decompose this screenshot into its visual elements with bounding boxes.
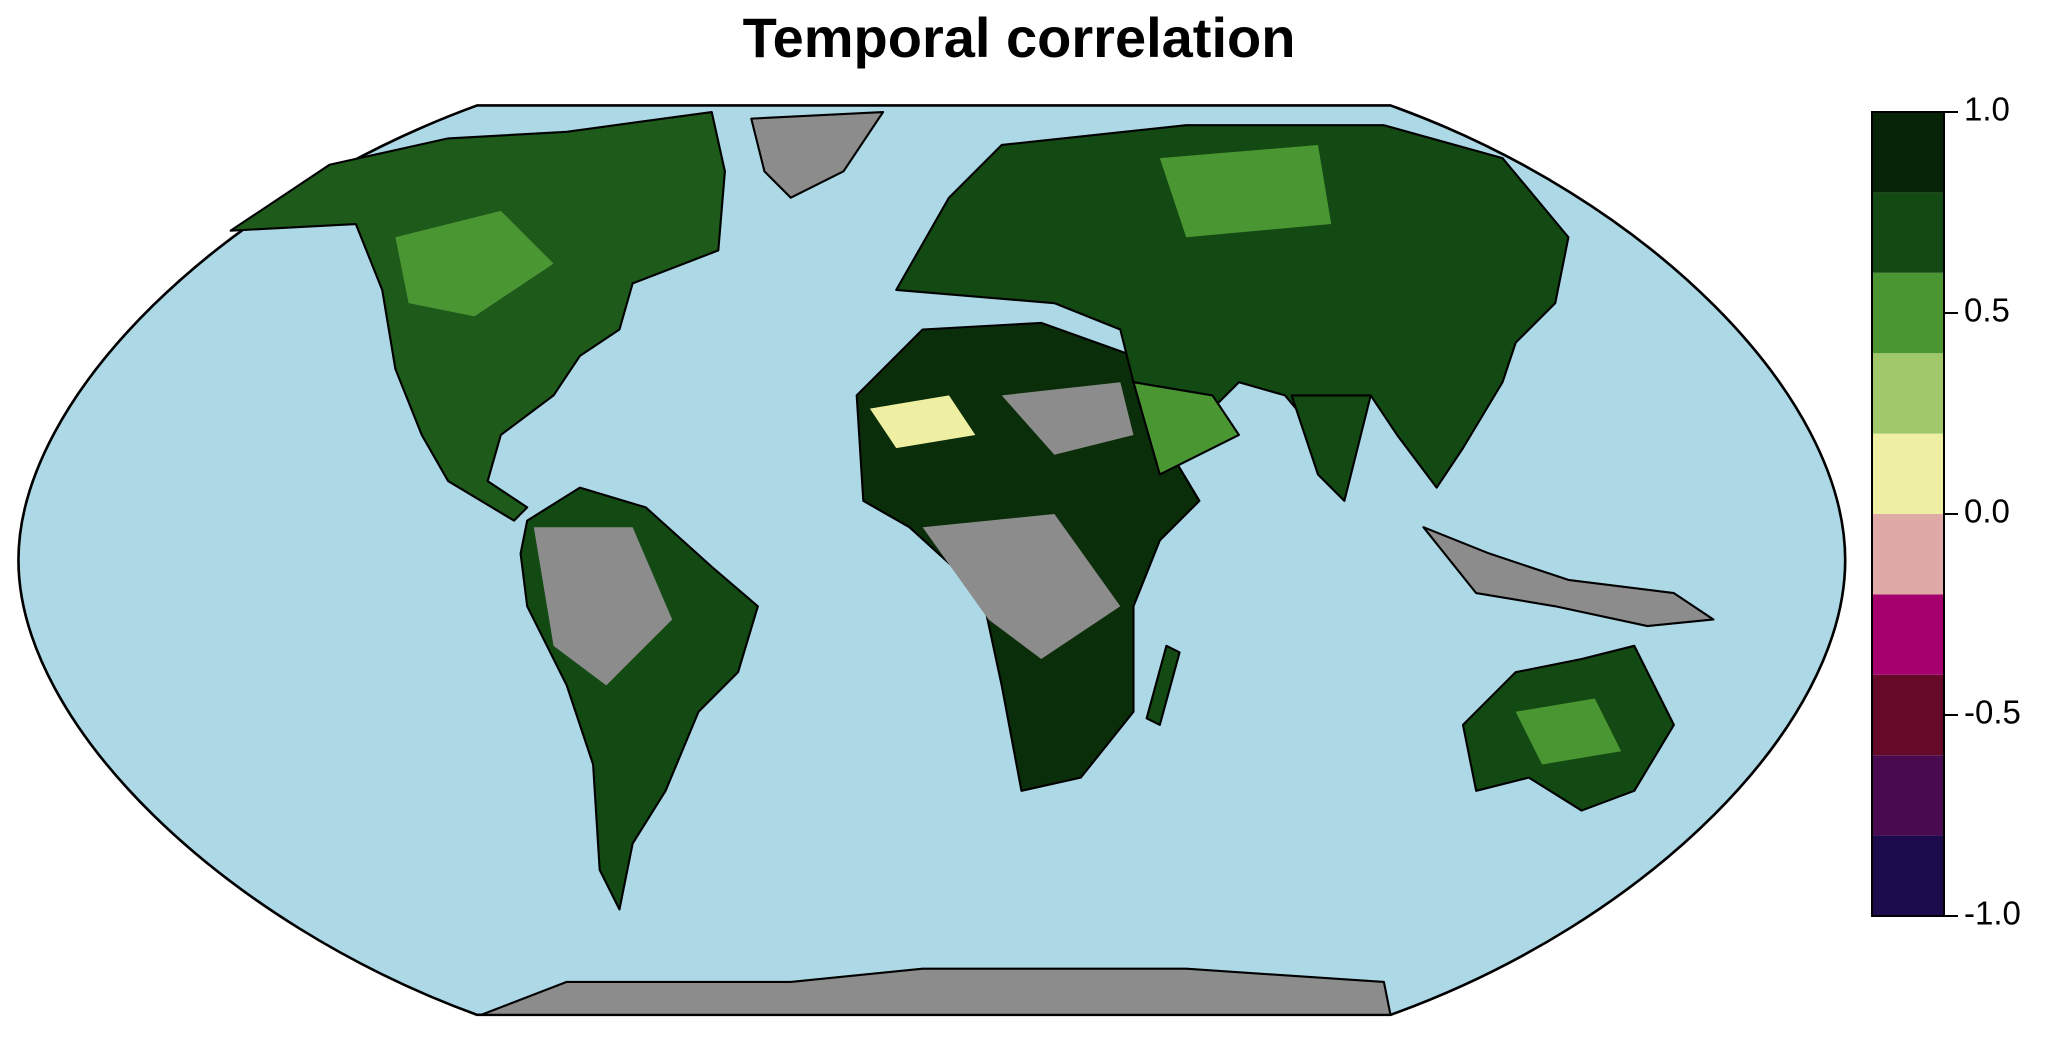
greenland — [750, 110, 885, 199]
colorbar-bin — [1872, 112, 1944, 193]
eurasia — [895, 124, 1570, 489]
india — [1290, 394, 1372, 502]
north-america — [229, 110, 726, 522]
colorbar-bin — [1872, 755, 1944, 836]
colorbar-bin — [1872, 835, 1944, 916]
low-correlation-region — [869, 395, 976, 449]
mid-correlation-region — [1159, 144, 1332, 238]
antarctica — [480, 967, 1392, 1016]
colorbar-bin — [1872, 674, 1944, 756]
no-data-region — [1001, 382, 1134, 455]
colorbar-tick-label: -0.5 — [1964, 694, 2021, 731]
colorbar-tick-label: 0.0 — [1964, 493, 2010, 530]
colorbar-bin — [1872, 514, 1944, 595]
colorbar-bin — [1872, 594, 1944, 675]
map — [17, 104, 1847, 1017]
chart-title: Temporal correlation — [743, 6, 1296, 69]
colorbar-bin — [1872, 353, 1944, 434]
arabia — [1132, 381, 1240, 476]
colorbar-bin — [1872, 272, 1944, 354]
indonesia — [1422, 526, 1715, 628]
no-data-region — [922, 514, 1121, 659]
mid-correlation-region — [1515, 698, 1622, 765]
colorbar-tick-label: 1.0 — [1964, 91, 2010, 128]
colorbar: 1.0 0.5 0.0 -0.5 -1.0 — [1871, 91, 2021, 932]
no-data-region — [533, 527, 673, 686]
colorbar-bin — [1872, 192, 1944, 273]
colorbar-bin — [1872, 433, 1944, 514]
colorbar-tick-label: -1.0 — [1964, 895, 2021, 932]
colorbar-tick-label: 0.5 — [1964, 292, 2010, 329]
madagascar — [1145, 644, 1181, 726]
